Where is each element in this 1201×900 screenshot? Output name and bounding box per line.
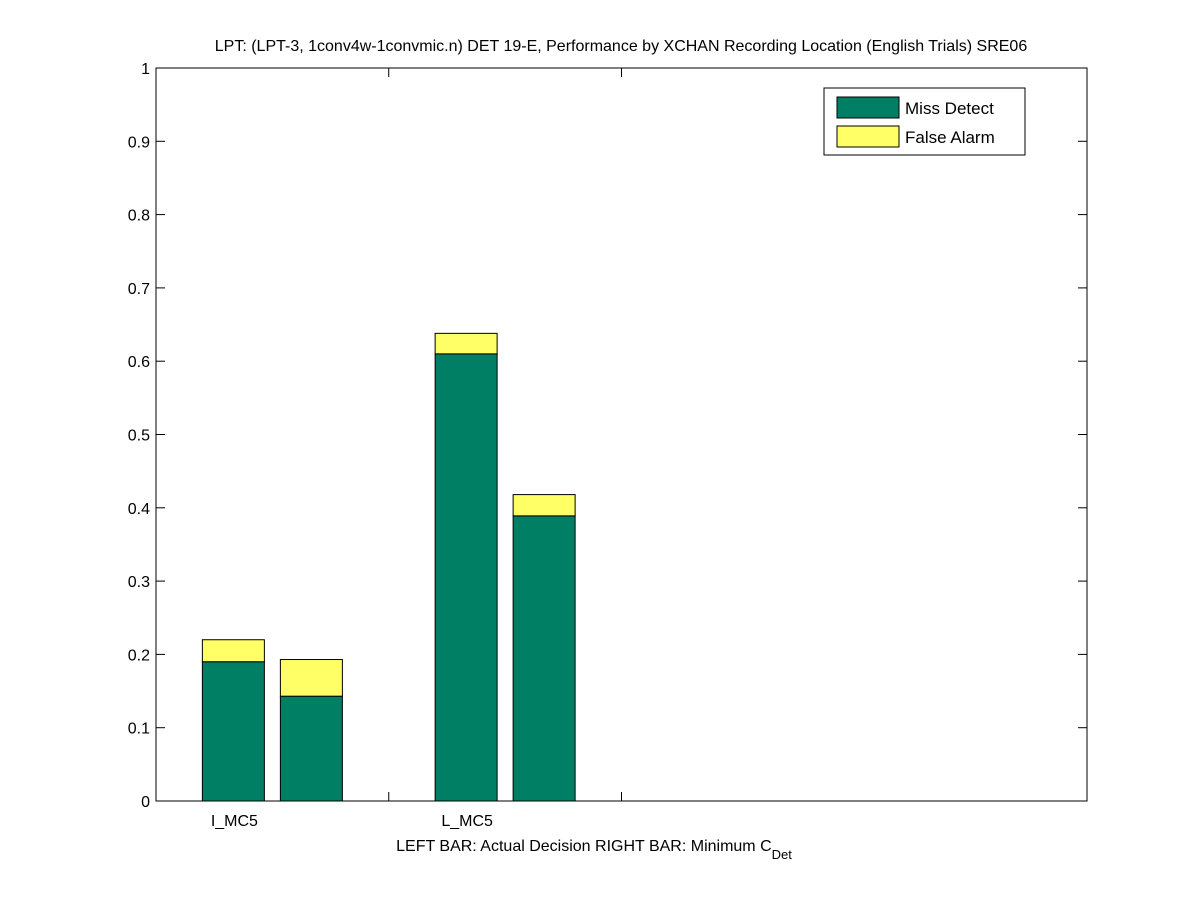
y-tick-label: 0.7 (128, 281, 150, 298)
y-tick-label: 0 (141, 794, 150, 811)
chart-marks (201, 332, 576, 802)
y-tick-label: 1 (141, 61, 150, 78)
y-tick-label: 0.3 (128, 574, 150, 591)
legend: Miss Detect False Alarm (823, 87, 1026, 156)
bar-l-mc5-minimum-miss-detect (512, 515, 576, 802)
y-tick-label: 0.9 (128, 134, 150, 151)
bar-i-mc5-actual-miss-detect (201, 661, 265, 802)
bar-l-mc5-minimum-false-alarm (512, 494, 576, 517)
y-tick-label: 0.6 (128, 354, 150, 371)
y-tick-label: 0.1 (128, 721, 150, 738)
y-tick-label: 0.4 (128, 501, 150, 518)
bar-i-mc5-minimum-false-alarm (279, 659, 343, 697)
legend-swatch-miss-detect (836, 96, 900, 119)
legend-label-miss-detect: Miss Detect (905, 99, 994, 118)
bar-l-mc5-actual-miss-detect (434, 353, 498, 802)
y-tick-label: 0.8 (128, 208, 150, 225)
x-axis-label: LEFT BAR: Actual Decision RIGHT BAR: Min… (396, 838, 792, 862)
y-tick-label: 0.2 (128, 647, 150, 664)
bar-i-mc5-actual-false-alarm (201, 639, 265, 663)
legend-label-false-alarm: False Alarm (905, 128, 995, 147)
bar-i-mc5-minimum-miss-detect (279, 695, 343, 802)
x-category-label: L_MC5 (441, 813, 493, 830)
legend-swatch-false-alarm (836, 125, 900, 148)
axis-ticks: 0 0.1 0.2 0.3 0.4 0.5 0.6 0.7 0.8 0.9 1 I_MC5 L_MC5 (128, 61, 1087, 830)
y-tick-label: 0.5 (128, 428, 150, 445)
x-axis-label-main: LEFT BAR: Actual Decision RIGHT BAR: Min… (396, 838, 772, 855)
x-axis-label-subscript: Det (772, 847, 793, 862)
bar-l-mc5-actual-false-alarm (434, 332, 498, 355)
x-category-label: I_MC5 (211, 813, 258, 830)
chart-title: LPT: (LPT-3, 1conv4w-1convmic.n) DET 19-… (215, 38, 1028, 55)
